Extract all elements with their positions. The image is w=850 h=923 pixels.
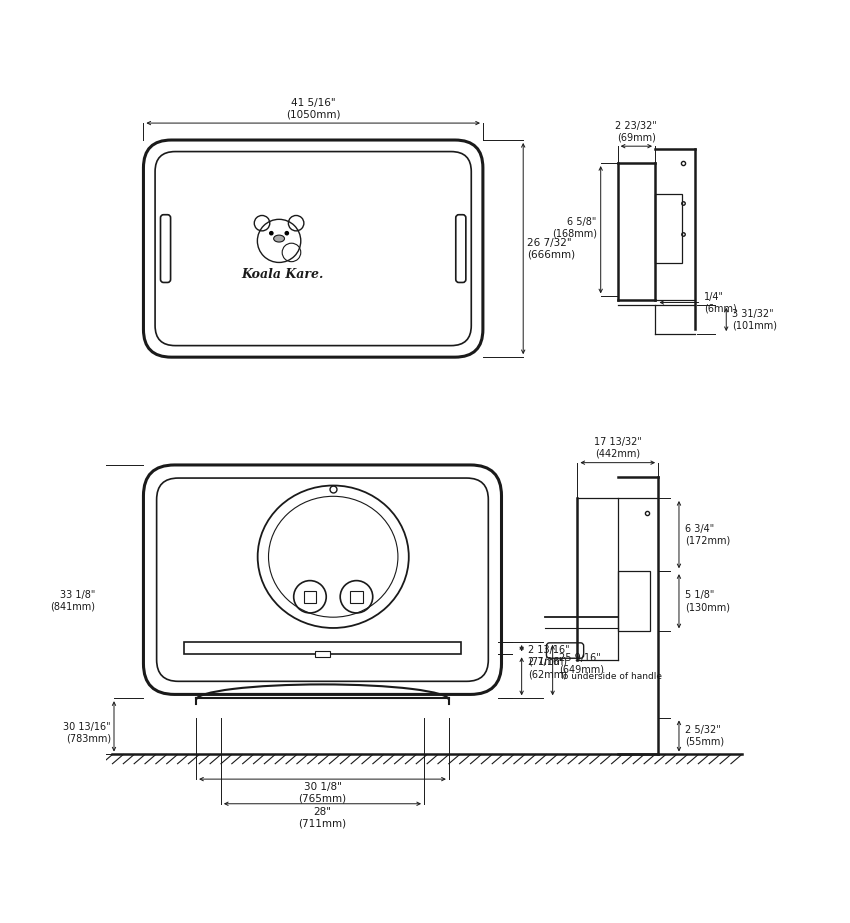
- Text: 3 31/32"
(101mm): 3 31/32" (101mm): [733, 308, 778, 330]
- FancyBboxPatch shape: [547, 642, 584, 658]
- Text: 28"
(711mm): 28" (711mm): [298, 807, 347, 829]
- Text: 30 1/8"
(765mm): 30 1/8" (765mm): [298, 782, 347, 804]
- Circle shape: [269, 231, 274, 235]
- Text: 6 3/4"
(172mm): 6 3/4" (172mm): [685, 524, 730, 545]
- Text: 6 5/8"
(168mm): 6 5/8" (168mm): [552, 217, 597, 239]
- Bar: [314, 652, 330, 657]
- Bar: [618, 571, 650, 631]
- Bar: [655, 194, 682, 263]
- Bar: [303, 591, 316, 603]
- Text: 1/4"
(6mm): 1/4" (6mm): [704, 292, 736, 313]
- Text: 25 9/16"
(649mm): 25 9/16" (649mm): [558, 653, 604, 675]
- Text: 2 23/32"
(69mm): 2 23/32" (69mm): [615, 121, 657, 142]
- Text: 2 13/16"
(71mm): 2 13/16" (71mm): [528, 645, 570, 666]
- Text: 30 13/16"
(783mm): 30 13/16" (783mm): [63, 722, 110, 744]
- Text: 2 7/16"
(62mm): 2 7/16" (62mm): [528, 657, 567, 679]
- Circle shape: [285, 231, 289, 235]
- Text: 2 5/32"
(55mm): 2 5/32" (55mm): [685, 725, 724, 747]
- Text: 26 7/32"
(666mm): 26 7/32" (666mm): [527, 238, 575, 259]
- Text: 5 1/8"
(130mm): 5 1/8" (130mm): [685, 591, 730, 612]
- Bar: [184, 642, 462, 654]
- Text: 33 1/8"
(841mm): 33 1/8" (841mm): [50, 590, 95, 611]
- Text: Koala Kare.: Koala Kare.: [241, 268, 324, 281]
- Text: 41 5/16"
(1050mm): 41 5/16" (1050mm): [286, 98, 340, 119]
- Ellipse shape: [274, 235, 285, 242]
- Text: To underside of handle: To underside of handle: [558, 672, 662, 681]
- Text: 17 13/32"
(442mm): 17 13/32" (442mm): [594, 438, 642, 459]
- Bar: [350, 591, 363, 603]
